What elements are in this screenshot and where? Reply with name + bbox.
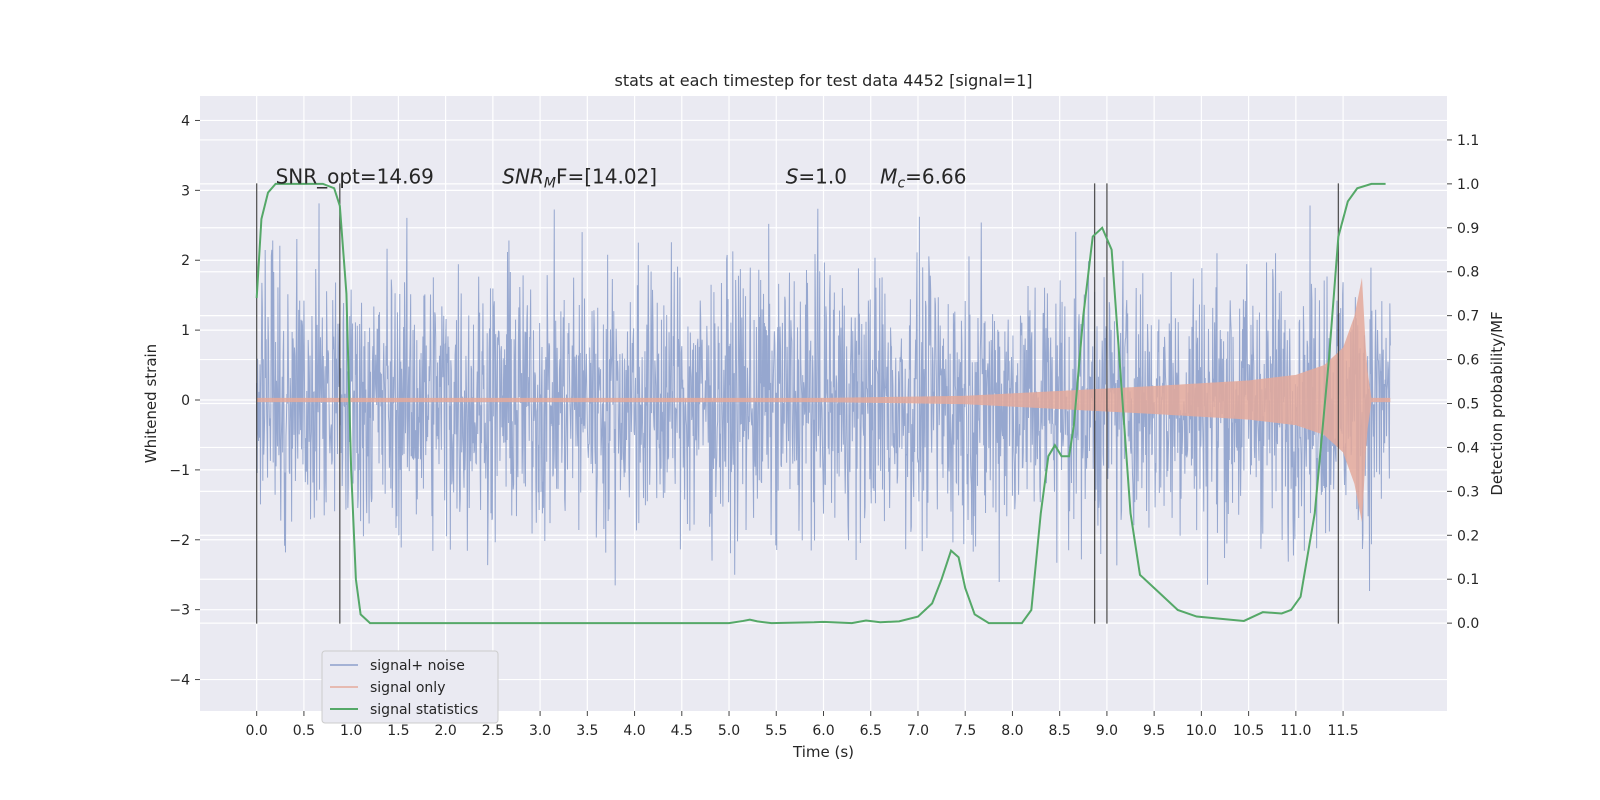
annotation-mc-symbol: M	[880, 164, 897, 188]
annotation-snr-mf-subscript: M	[544, 175, 556, 191]
y2-tick-label: 0.9	[1457, 221, 1479, 237]
x-tick-label: 1.5	[387, 723, 409, 739]
x-tick-label: 9.0	[1096, 723, 1118, 739]
x-tick-label: 2.5	[482, 723, 504, 739]
y2-tick-label: 0.4	[1457, 440, 1479, 456]
y2-axis-label: Detection probability/MF	[1488, 311, 1506, 495]
y2-tick-label: 1.1	[1457, 133, 1479, 149]
x-tick-label: 4.0	[623, 723, 645, 739]
x-tick-label: 6.0	[812, 723, 834, 739]
y2-tick-label: 0.0	[1457, 616, 1479, 632]
x-tick-label: 1.0	[340, 723, 362, 739]
x-tick-label: 4.5	[671, 723, 693, 739]
annotation-s-value: =1.0	[798, 164, 847, 188]
x-tick-label: 3.0	[529, 723, 551, 739]
x-tick-label: 9.5	[1143, 723, 1165, 739]
x-axis-label: Time (s)	[792, 743, 854, 761]
annotation-snr-mf-base: SNR	[502, 164, 544, 188]
y2-tick-label: 0.8	[1457, 265, 1479, 281]
x-tick-label: 11.5	[1327, 723, 1358, 739]
annotation-s: S=1.0	[786, 164, 847, 188]
x-tick-label: 5.5	[765, 723, 787, 739]
y-tick-label: 1	[181, 323, 190, 339]
x-tick-label: 6.5	[860, 723, 882, 739]
y-tick-label: −4	[169, 673, 190, 689]
annotation-s-symbol: S	[786, 164, 799, 188]
x-tick-label: 10.0	[1186, 723, 1217, 739]
y-tick-label: −3	[169, 603, 190, 619]
x-tick-label: 5.0	[718, 723, 740, 739]
series-signal-only	[256, 277, 1391, 523]
y-tick-label: 3	[181, 183, 190, 199]
annotation-mc-value: =6.66	[905, 164, 966, 188]
y-tick-label: −1	[169, 463, 190, 479]
data-layer	[255, 182, 1391, 625]
x-tick-label: 11.0	[1280, 723, 1311, 739]
legend-label-signal-plus-noise: signal+ noise	[370, 658, 465, 674]
x-tick-label: 3.5	[576, 723, 598, 739]
vertical-markers	[256, 183, 1340, 624]
annotation-snr-opt: SNR_opt=14.69	[276, 164, 434, 188]
legend-box	[321, 650, 499, 724]
y2-tick-label: 0.3	[1457, 484, 1479, 500]
x-tick-label: 0.0	[246, 723, 268, 739]
x-tick-label: 8.0	[1001, 723, 1023, 739]
chart-title: stats at each timestep for test data 445…	[614, 71, 1032, 90]
y2-tick-label: 0.6	[1457, 353, 1479, 369]
y-tick-label: 2	[181, 253, 190, 269]
legend-label-signal-statistics: signal statistics	[370, 702, 478, 718]
y-tick-label: 4	[181, 113, 190, 129]
annotation-mc: Mc=6.66	[880, 164, 966, 191]
y2-tick-label: 0.2	[1457, 528, 1479, 544]
y-axis-label: Whitened strain	[142, 344, 160, 463]
y2-tick-label: 1.0	[1457, 177, 1479, 193]
x-tick-label: 8.5	[1049, 723, 1071, 739]
x-tick-label: 7.0	[907, 723, 929, 739]
series-signal-statistics	[255, 182, 1386, 625]
x-tick-label: 7.5	[954, 723, 976, 739]
x-tick-label: 0.5	[293, 723, 315, 739]
y2-tick-label: 0.5	[1457, 397, 1479, 413]
y2-tick-label: 0.7	[1457, 309, 1479, 325]
x-tick-label: 10.5	[1233, 723, 1264, 739]
annotation-snr-mf: SNRMF=[14.02]	[502, 164, 657, 191]
y2-tick-label: 0.1	[1457, 572, 1479, 588]
x-tick-label: 2.0	[434, 723, 456, 739]
y-tick-label: 0	[181, 393, 190, 409]
legend-label-signal-only: signal only	[370, 680, 445, 696]
axis-ticks: 0.0 0.5 1.0 1.5 2.0 2.5 3.0 3.5 4.0 4.5 5.0 5.5 6.0 6…	[169, 113, 1479, 739]
legend: signal+ noise signal only signal statist…	[321, 650, 499, 724]
annotation-snr-mf-value: F=[14.02]	[556, 164, 657, 188]
annotation-mc-subscript: c	[897, 175, 905, 191]
y-tick-label: −2	[169, 533, 190, 549]
